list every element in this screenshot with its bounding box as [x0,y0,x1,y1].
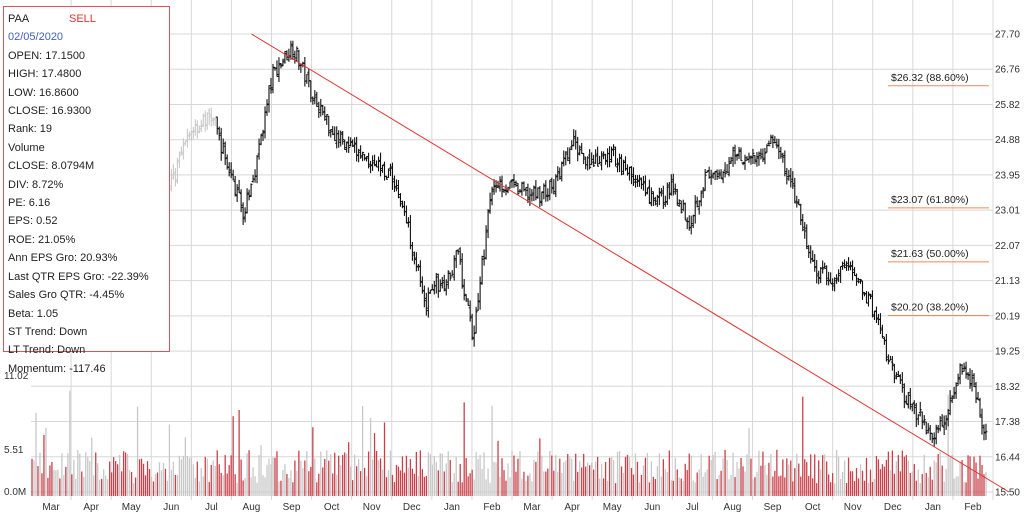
fib-level-label: $26.32 (88.60%) [891,72,969,84]
signal-label: SELL [69,13,96,25]
stat-line: Volume [8,141,45,154]
stat-line: DIV: 8.72% [8,178,64,191]
stat-line: Rank: 19 [8,123,53,136]
month-label: Sep [764,502,782,513]
stat-line: CLOSE: 16.9300 [8,105,92,118]
month-label: Mar [523,502,541,513]
quote-date: 02/05/2020 [8,31,64,44]
stat-line: ST Trend: Down [8,325,88,338]
grid-lines [31,0,994,500]
stat-line: Sales Gro QTR: -4.45% [8,289,125,302]
month-label: May [122,502,141,513]
fibonacci-levels: $26.32 (88.60%) $23.07 (61.80%) $21.63 (50… [888,72,989,317]
stat-line: PE: 6.16 [8,197,51,210]
trend-line [251,33,1010,493]
month-label: Nov [844,502,862,513]
price-tick-label: 23.95 [995,170,1020,181]
stat-line: Ann EPS Gro: 20.93% [8,252,118,265]
price-tick-label: 24.88 [995,135,1020,146]
price-tick-label: 22.07 [995,241,1020,252]
ticker-symbol: PAA [8,13,30,25]
month-label: Jan [444,502,460,513]
price-tick-label: 16.44 [995,452,1020,463]
fib-level-label: $20.20 (38.20%) [891,302,969,314]
volume-tick-label: 11.02 [4,371,29,382]
month-label: Mar [42,502,60,513]
month-label: Jan [925,502,941,513]
volume-tick-label: 0.0M [4,487,26,498]
volume-bars [31,390,987,496]
month-label: Feb [964,502,982,513]
month-label: Feb [483,502,501,513]
month-label: Aug [243,502,261,513]
month-label: Apr [564,502,580,513]
stat-line: EPS: 0.52 [8,215,58,228]
month-label: Jun [644,502,660,513]
month-label: Apr [83,502,99,513]
stat-line: LOW: 16.8600 [8,86,79,99]
month-label: Jul [205,502,218,513]
stat-line: OPEN: 17.1500 [8,49,86,62]
stat-line: Last QTR EPS Gro: -22.39% [8,270,149,283]
month-label: Nov [363,502,381,513]
month-label: Aug [724,502,742,513]
price-axis-labels: 27.70 26.76 25.82 24.88 23.95 23.01 22.07 21.13… [995,30,1020,499]
volume-axis-labels: 11.02 5.51 0.0M [4,371,29,498]
price-tick-label: 20.19 [995,311,1020,322]
stat-line: CLOSE: 8.0794M [8,160,95,173]
month-axis-labels: Mar Apr May Jun Jul Aug Sep Oct Nov Dec Jan Feb Mar A… [42,502,982,513]
volume-tick-label: 5.51 [4,445,24,456]
price-tick-label: 27.70 [995,30,1020,41]
month-label: May [603,502,622,513]
month-label: Oct [324,502,340,513]
price-tick-label: 26.76 [995,65,1020,76]
month-label: Dec [403,502,421,513]
stat-line: HIGH: 17.4800 [8,68,82,81]
month-label: Dec [884,502,902,513]
month-label: Jul [686,502,699,513]
price-bars [30,40,988,447]
month-label: Sep [283,502,301,513]
stats-list: OPEN: 17.1500 HIGH: 17.4800 LOW: 16.8600 CL… [8,47,169,378]
price-tick-label: 23.01 [995,206,1020,217]
price-tick-label: 17.38 [995,417,1020,428]
stat-line: ROE: 21.05% [8,233,76,246]
price-tick-label: 18.32 [995,382,1020,393]
stat-line: Beta: 1.05 [8,307,59,320]
price-tick-label: 25.82 [995,100,1020,111]
fib-level-label: $21.63 (50.00%) [891,248,969,260]
info-panel: PAA SELL 02/05/2020 OPEN: 17.1500 HIGH: 17… [3,6,170,375]
month-label: Jun [163,502,179,513]
price-tick-label: 15.50 [995,488,1020,499]
fib-level-label: $23.07 (61.80%) [891,194,969,206]
price-tick-label: 21.13 [995,276,1020,287]
month-label: Oct [805,502,821,513]
price-tick-label: 19.25 [995,347,1020,358]
symbol-row: PAA SELL [8,10,169,28]
stat-line: LT Trend: Down [8,344,86,357]
stat-line: Momentum: -117.46 [8,362,106,375]
